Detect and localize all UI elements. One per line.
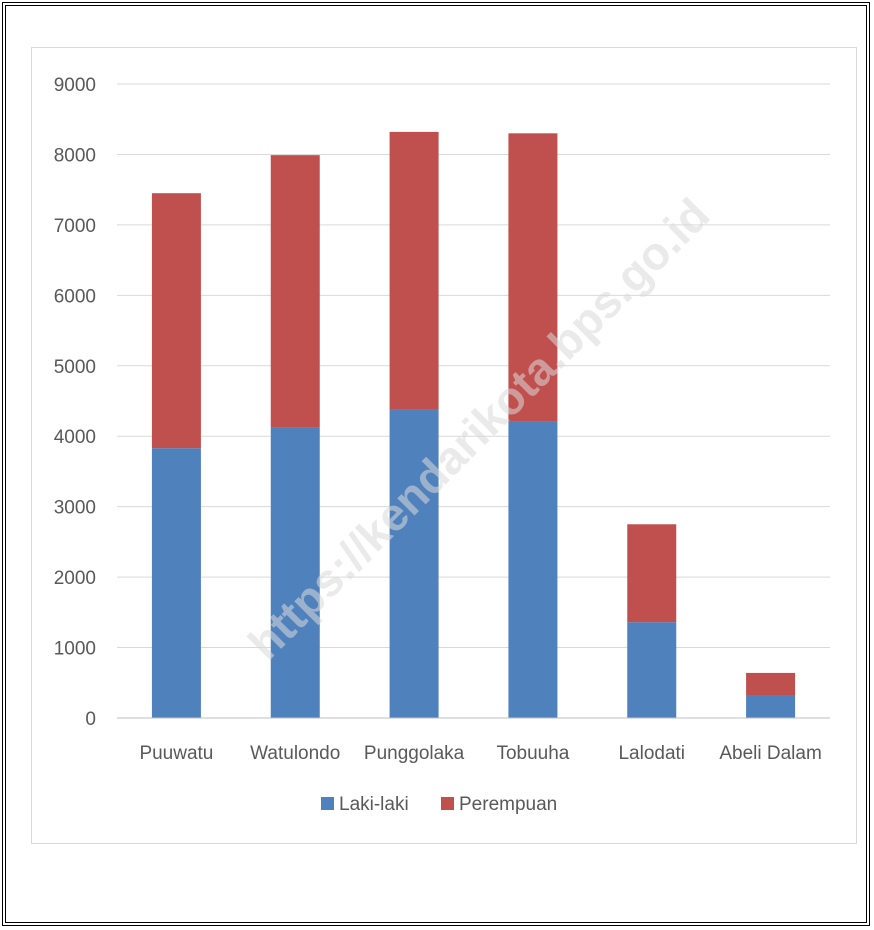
bar-perempuan-lalodati bbox=[627, 524, 677, 623]
bar-laki-laki-tobuuha bbox=[508, 421, 558, 718]
axes: 0 1000 2000 3000 4000 5000 6000 7000 8000 9000 Puu… bbox=[54, 75, 830, 764]
bar-laki-laki-punggolaka bbox=[389, 409, 439, 718]
y-tick-label: 6000 bbox=[54, 286, 96, 307]
bar-laki-laki-lalodati bbox=[627, 622, 677, 718]
bar-perempuan-abeli-dalam bbox=[746, 672, 796, 696]
x-tick-label: Tobuuha bbox=[496, 743, 569, 764]
x-tick-label: Punggolaka bbox=[364, 743, 465, 764]
bar-laki-laki-abeli-dalam bbox=[746, 695, 796, 718]
bar-laki-laki-watulondo bbox=[270, 427, 320, 718]
bar-perempuan-puuwatu bbox=[151, 193, 201, 449]
y-tick-label: 4000 bbox=[54, 427, 96, 448]
bar-perempuan-punggolaka bbox=[389, 131, 439, 410]
bar-perempuan-tobuuha bbox=[508, 133, 558, 422]
x-tick-label: Watulondo bbox=[250, 743, 340, 764]
x-tick-label: Lalodati bbox=[618, 743, 685, 764]
legend-swatch-laki-laki bbox=[321, 797, 334, 810]
bar-perempuan-watulondo bbox=[270, 155, 320, 428]
y-tick-label: 7000 bbox=[54, 216, 96, 237]
legend: Laki-laki Perempuan bbox=[321, 794, 557, 815]
legend-swatch-perempuan bbox=[441, 797, 454, 810]
y-tick-label: 0 bbox=[85, 709, 96, 730]
x-tick-label: Abeli Dalam bbox=[719, 743, 821, 764]
y-tick-label: 8000 bbox=[54, 145, 96, 166]
y-tick-label: 1000 bbox=[54, 639, 96, 660]
bars bbox=[151, 131, 796, 718]
gridlines bbox=[117, 83, 830, 719]
y-tick-label: 3000 bbox=[54, 498, 96, 519]
bar-laki-laki-puuwatu bbox=[151, 448, 201, 718]
legend-label-laki-laki: Laki-laki bbox=[339, 794, 409, 815]
y-tick-label: 5000 bbox=[54, 357, 96, 378]
x-tick-label: Puuwatu bbox=[139, 743, 213, 764]
y-tick-label: 9000 bbox=[54, 75, 96, 96]
legend-label-perempuan: Perempuan bbox=[459, 794, 557, 815]
y-tick-label: 2000 bbox=[54, 568, 96, 589]
